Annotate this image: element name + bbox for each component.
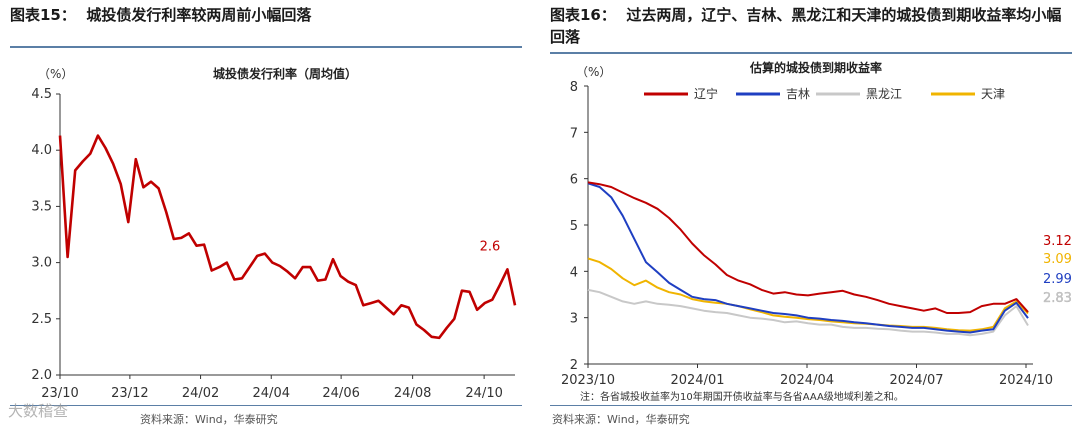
- right-series-line: [587, 257, 1029, 332]
- right-end-value-label: 3.12: [1043, 234, 1072, 249]
- left-x-tick-label: 24/10: [465, 386, 502, 401]
- right-legend-label: 天津: [981, 87, 1005, 101]
- right-y-tick-label: 8: [570, 80, 578, 95]
- left-y-tick-label: 3.0: [31, 256, 52, 271]
- right-legend-label: 辽宁: [694, 86, 718, 101]
- right-legend-label: 吉林: [786, 87, 810, 101]
- right-end-value-label: 2.83: [1043, 291, 1072, 306]
- right-series-line: [587, 181, 1029, 314]
- right-series-line: [587, 288, 1029, 337]
- left-y-tick-label: 3.5: [31, 199, 52, 214]
- right-end-value-label: 2.99: [1043, 272, 1072, 287]
- left-y-tick-label: 4.5: [31, 87, 52, 102]
- right-x-tick-label: 2024/10: [999, 373, 1053, 388]
- left-y-tick-label: 2.5: [31, 312, 52, 327]
- right-y-tick-label: 6: [570, 173, 578, 188]
- right-y-tick-label: 7: [570, 126, 578, 141]
- right-x-tick-label: 2024/04: [780, 373, 834, 388]
- right-x-tick-label: 2024/01: [670, 373, 724, 388]
- left-x-tick-label: 23/10: [41, 386, 78, 401]
- right-source-footer: 资料来源：Wind，华泰研究: [552, 413, 690, 426]
- right-chart-title: 估算的城投债到期收益率: [749, 60, 882, 75]
- left-y-tick-label: 4.0: [31, 143, 52, 158]
- right-legend-label: 黑龙江: [866, 87, 902, 101]
- left-x-tick-label: 24/02: [182, 386, 219, 401]
- left-rate-chart: （%） 城投债发行利率（周均值） 4.5 4.0 3.5 3.0 2.5 2.0 23/10 23…: [31, 66, 517, 401]
- left-title-rule: [10, 46, 522, 48]
- left-series-line: [58, 134, 517, 340]
- right-unit-label: （%）: [576, 65, 611, 79]
- left-x-tick-label: 23/12: [111, 386, 148, 401]
- left-unit-label: （%）: [38, 67, 73, 81]
- right-y-tick-label: 3: [570, 312, 578, 327]
- right-chart-note: 注：各省城投收益率为10年期国开债收益率与各省AAA级地域利差之和。: [580, 390, 904, 403]
- right-x-tick-label: 2024/07: [889, 373, 943, 388]
- left-figure-title: 图表15： 城投债发行利率较两周前小幅回落: [10, 6, 312, 24]
- left-panel: 图表15： 城投债发行利率较两周前小幅回落 （%） 城投债发行利率（周均值） 4.5…: [0, 0, 532, 433]
- right-y-tick-label: 2: [570, 358, 578, 373]
- left-footer-rule: [10, 405, 522, 406]
- right-title-rule: [550, 52, 1072, 54]
- right-footer-rule: [550, 405, 1072, 406]
- right-figure-title: 图表16： 过去两周，辽宁、吉林、黑龙江和天津的城投债到期收益率均小幅回落: [550, 6, 1062, 46]
- right-y-tick-label: 4: [570, 265, 578, 280]
- left-x-tick-label: 24/04: [253, 386, 290, 401]
- right-end-value-label: 3.09: [1043, 252, 1072, 267]
- left-chart-title: 城投债发行利率（周均值）: [213, 66, 357, 81]
- left-x-tick-label: 24/06: [322, 386, 359, 401]
- right-y-tick-label: 5: [570, 219, 578, 234]
- right-panel: 图表16： 过去两周，辽宁、吉林、黑龙江和天津的城投债到期收益率均小幅回落 （%…: [546, 0, 1080, 433]
- left-x-tick-label: 24/08: [394, 386, 431, 401]
- left-source-footer: 资料来源：Wind，华泰研究: [140, 413, 278, 426]
- left-y-tick-label: 2.0: [31, 368, 52, 383]
- right-x-tick-label: 2023/10: [561, 373, 615, 388]
- left-end-value-label: 2.6: [480, 239, 501, 254]
- right-series-line: [587, 182, 1029, 334]
- watermark: 大数稽查: [8, 402, 69, 420]
